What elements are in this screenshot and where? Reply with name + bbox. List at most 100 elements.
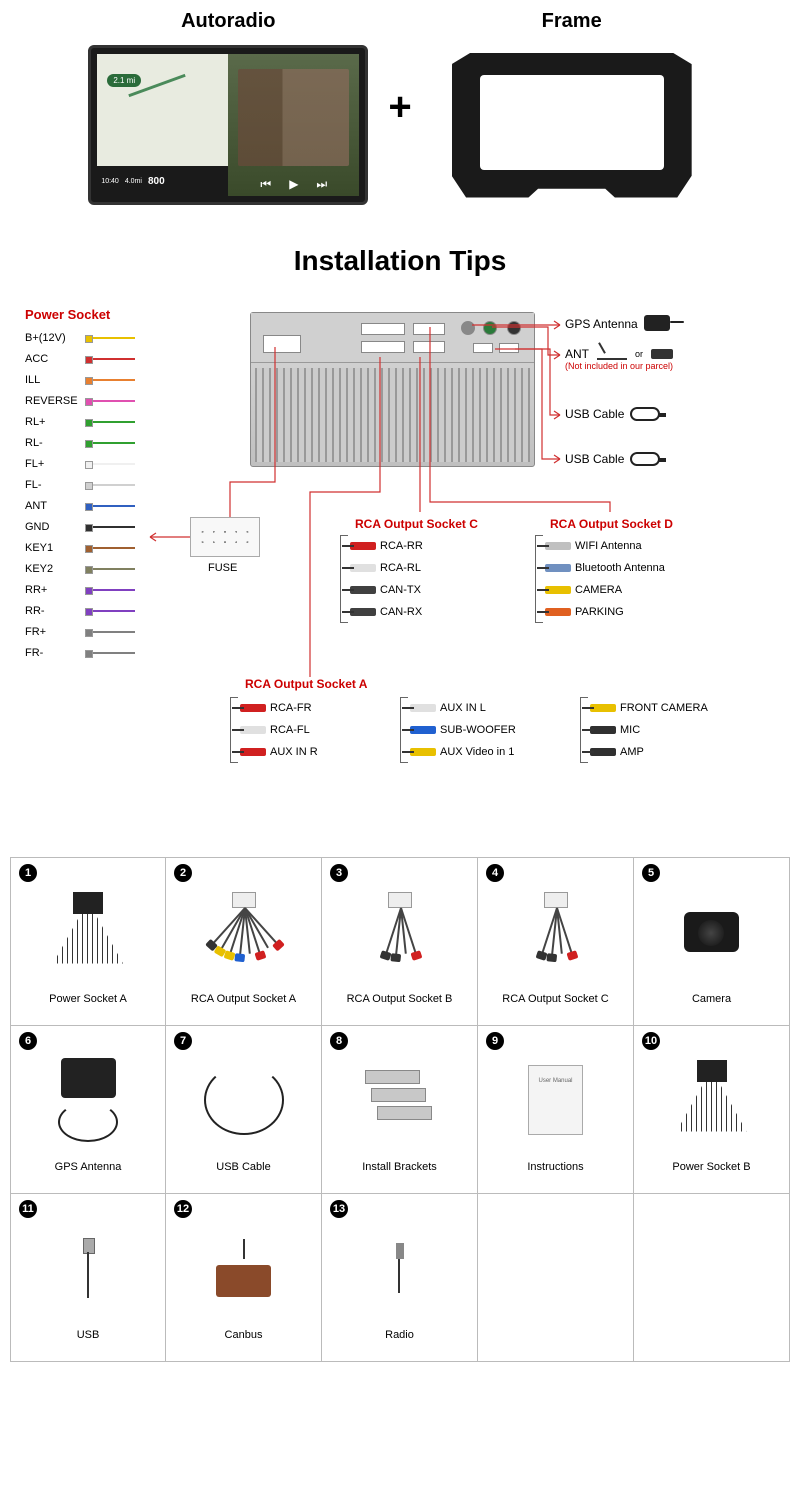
video-panel: ⏮ ▶ ⏭ <box>228 54 359 196</box>
pin-label: FL- <box>25 479 85 491</box>
socket-item-label: CAMERA <box>575 584 622 596</box>
unit-vents <box>255 368 530 462</box>
rca-plug-icon <box>590 704 616 712</box>
pin-wire <box>85 589 135 591</box>
rca-plug-icon <box>545 542 571 550</box>
pin-row: FR+ <box>25 621 135 642</box>
part-image <box>172 1210 315 1325</box>
socket-item-label: RCA-FR <box>270 702 312 714</box>
rca-plug-icon <box>350 542 376 550</box>
usb-cable-2-label: USB Cable <box>565 452 660 466</box>
socket-item-label: AMP <box>620 746 644 758</box>
pin-label: ANT <box>25 500 85 512</box>
part-image <box>17 1042 159 1157</box>
pin-row: FL+ <box>25 453 135 474</box>
part-cell: 9User ManualInstructions <box>478 1026 634 1194</box>
socket-row: AUX IN L <box>410 697 516 719</box>
part-label: RCA Output Socket B <box>328 993 471 1005</box>
rca-plug-icon <box>590 726 616 734</box>
socket-row: AUX Video in 1 <box>410 741 516 763</box>
part-number-badge: 3 <box>330 864 348 882</box>
port-power <box>263 335 301 353</box>
part-label: USB Cable <box>172 1161 315 1173</box>
pin-wire <box>85 337 135 339</box>
rca-plug-icon <box>410 726 436 734</box>
rca-plug-icon <box>350 586 376 594</box>
part-cell: 6GPS Antenna <box>10 1026 166 1194</box>
part-image <box>328 1042 471 1157</box>
socket-row: RCA-RL <box>350 557 423 579</box>
part-image <box>640 874 783 989</box>
part-image <box>172 1042 315 1157</box>
pin-label: FL+ <box>25 458 85 470</box>
pin-label: GND <box>25 521 85 533</box>
pin-label: REVERSE <box>25 395 85 407</box>
socket-row: CAN-RX <box>350 601 423 623</box>
part-number-badge: 11 <box>19 1200 37 1218</box>
ant-adapter-icon <box>651 349 673 359</box>
part-image <box>484 874 627 989</box>
pin-row: KEY1 <box>25 537 135 558</box>
pin-label: KEY2 <box>25 563 85 575</box>
map-time: 10:40 <box>101 178 119 185</box>
pin-wire <box>85 631 135 633</box>
part-number-badge: 7 <box>174 1032 192 1050</box>
rca-plug-icon <box>240 726 266 734</box>
pin-label: ILL <box>25 374 85 386</box>
part-label: GPS Antenna <box>17 1161 159 1173</box>
socket-item-label: RCA-RL <box>380 562 421 574</box>
empty-cell <box>478 1194 634 1362</box>
install-title: Installation Tips <box>20 245 780 277</box>
part-cell: 5Camera <box>634 858 790 1026</box>
part-label: USB <box>17 1329 159 1341</box>
pin-label: KEY1 <box>25 542 85 554</box>
pin-row: KEY2 <box>25 558 135 579</box>
part-cell: 13Radio <box>322 1194 478 1362</box>
part-cell: 4RCA Output Socket C <box>478 858 634 1026</box>
part-label: RCA Output Socket A <box>172 993 315 1005</box>
empty-cell <box>634 1194 790 1362</box>
port-c <box>413 323 445 335</box>
socket-row: Bluetooth Antenna <box>545 557 665 579</box>
pin-list: B+(12V)ACCILLREVERSERL+RL-FL+FL-ANTGNDKE… <box>25 327 135 663</box>
part-label: Install Brackets <box>328 1161 471 1173</box>
socket-row: CAMERA <box>545 579 665 601</box>
next-icon: ⏭ <box>316 177 327 192</box>
part-cell: 10Power Socket B <box>634 1026 790 1194</box>
pin-row: REVERSE <box>25 390 135 411</box>
play-icon: ▶ <box>289 177 298 192</box>
port-usb2 <box>473 343 493 353</box>
pin-label: FR- <box>25 647 85 659</box>
rca-plug-icon <box>350 608 376 616</box>
part-cell: 11 USB <box>10 1194 166 1362</box>
socket-row: RCA-FR <box>240 697 318 719</box>
socket-c-list: RCA-RRRCA-RLCAN-TXCAN-RX <box>340 535 423 623</box>
part-label: Camera <box>640 993 783 1005</box>
pin-wire <box>85 421 135 423</box>
part-image <box>172 874 315 989</box>
part-number-badge: 2 <box>174 864 192 882</box>
part-label: Instructions <box>484 1161 627 1173</box>
socket-item-label: CAN-TX <box>380 584 421 596</box>
socket-item-label: SUB-WOOFER <box>440 724 516 736</box>
rca-plug-icon <box>240 704 266 712</box>
map-yards: 800 <box>148 176 165 187</box>
pin-label: ACC <box>25 353 85 365</box>
pin-wire <box>85 547 135 549</box>
rca-plug-icon <box>240 748 266 756</box>
pin-label: RR+ <box>25 584 85 596</box>
rca-plug-icon <box>545 586 571 594</box>
socket-item-label: MIC <box>620 724 640 736</box>
antenna-icon <box>597 348 627 360</box>
pin-label: FR+ <box>25 626 85 638</box>
pin-row: FL- <box>25 474 135 495</box>
part-cell: 2 RCA Output Socket A <box>166 858 322 1026</box>
usb-icon <box>630 452 660 466</box>
rca-plug-icon <box>590 748 616 756</box>
socket-c-title: RCA Output Socket C <box>355 517 478 531</box>
map-distance-bubble: 2.1 mi <box>107 74 141 87</box>
socket-row: FRONT CAMERA <box>590 697 708 719</box>
socket-a-col1: RCA-FRRCA-FLAUX IN R <box>230 697 318 763</box>
pin-row: RL+ <box>25 411 135 432</box>
pin-wire <box>85 379 135 381</box>
